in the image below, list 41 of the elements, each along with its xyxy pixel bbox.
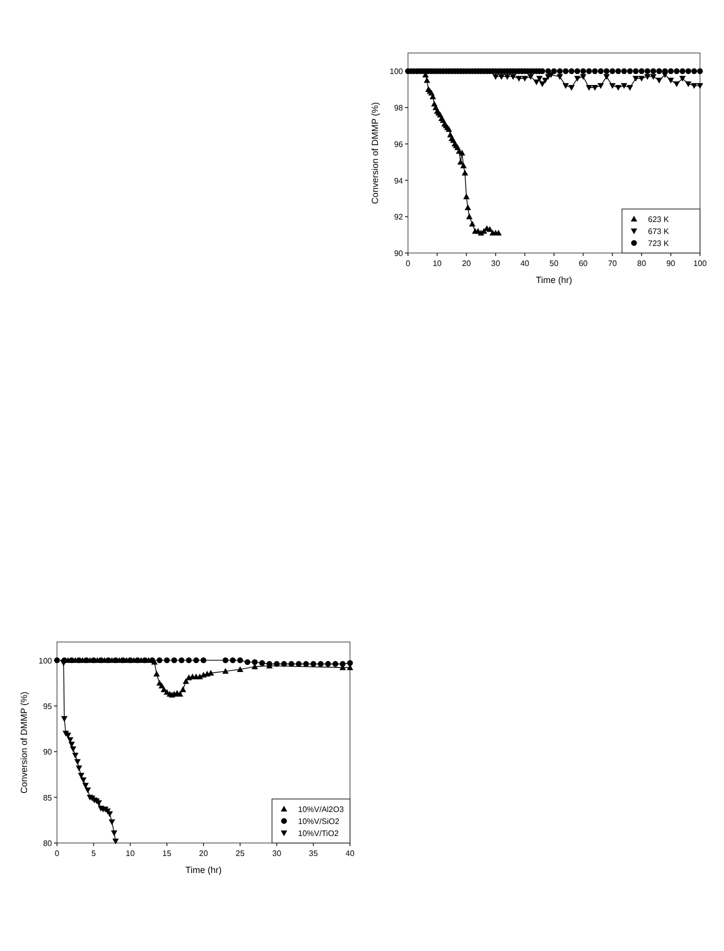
y-tick-label: 85 [43,793,53,802]
x-tick-label: 20 [462,259,472,268]
legend-label: 10%V/Al2O3 [298,805,344,814]
y-tick-label: 94 [394,176,404,186]
y-tick-label: 95 [43,702,53,711]
x-tick-label: 10 [432,259,442,268]
legend-label: 673 K [648,227,670,236]
y-tick-label: 80 [43,839,53,848]
x-tick-label: 0 [54,849,60,858]
y-tick-label: 92 [394,212,404,222]
x-tick-label: 30 [272,849,282,858]
x-tick-label: 70 [608,259,618,268]
legend-label: 10%V/SiO2 [298,817,340,826]
x-tick-label: 90 [666,259,676,268]
x-tick-label: 15 [162,849,172,858]
x-tick-label: 60 [578,259,588,268]
x-tick-label: 80 [637,259,647,268]
y-tick-label: 100 [38,656,53,666]
x-axis-title: Time (hr) [185,865,222,875]
x-tick-label: 25 [236,849,246,858]
x-tick-label: 20 [199,849,208,858]
y-tick-label: 90 [43,748,53,757]
x-tick-label: 40 [346,849,355,858]
x-tick-label: 10 [126,849,136,858]
x-axis-title: Time (hr) [536,275,572,285]
y-tick-label: 96 [394,140,404,149]
legend-label: 723 K [648,239,670,248]
y-tick-label: 90 [394,249,404,258]
x-tick-label: 100 [693,259,708,268]
x-tick-label: 5 [91,849,96,858]
y-tick-label: 100 [390,67,404,76]
x-tick-label: 35 [308,849,318,858]
y-tick-label: 98 [394,104,404,113]
y-axis-title: Conversion of DMMP (%) [370,102,380,204]
x-tick-label: 50 [550,259,559,268]
y-axis-title: Conversion of DMMP (%) [19,692,29,794]
x-tick-label: 30 [491,259,501,268]
legend-label: 623 K [648,215,670,224]
x-tick-label: 40 [520,259,530,268]
legend-label: 10%V/TiO2 [298,829,340,838]
x-tick-label: 0 [406,259,411,268]
